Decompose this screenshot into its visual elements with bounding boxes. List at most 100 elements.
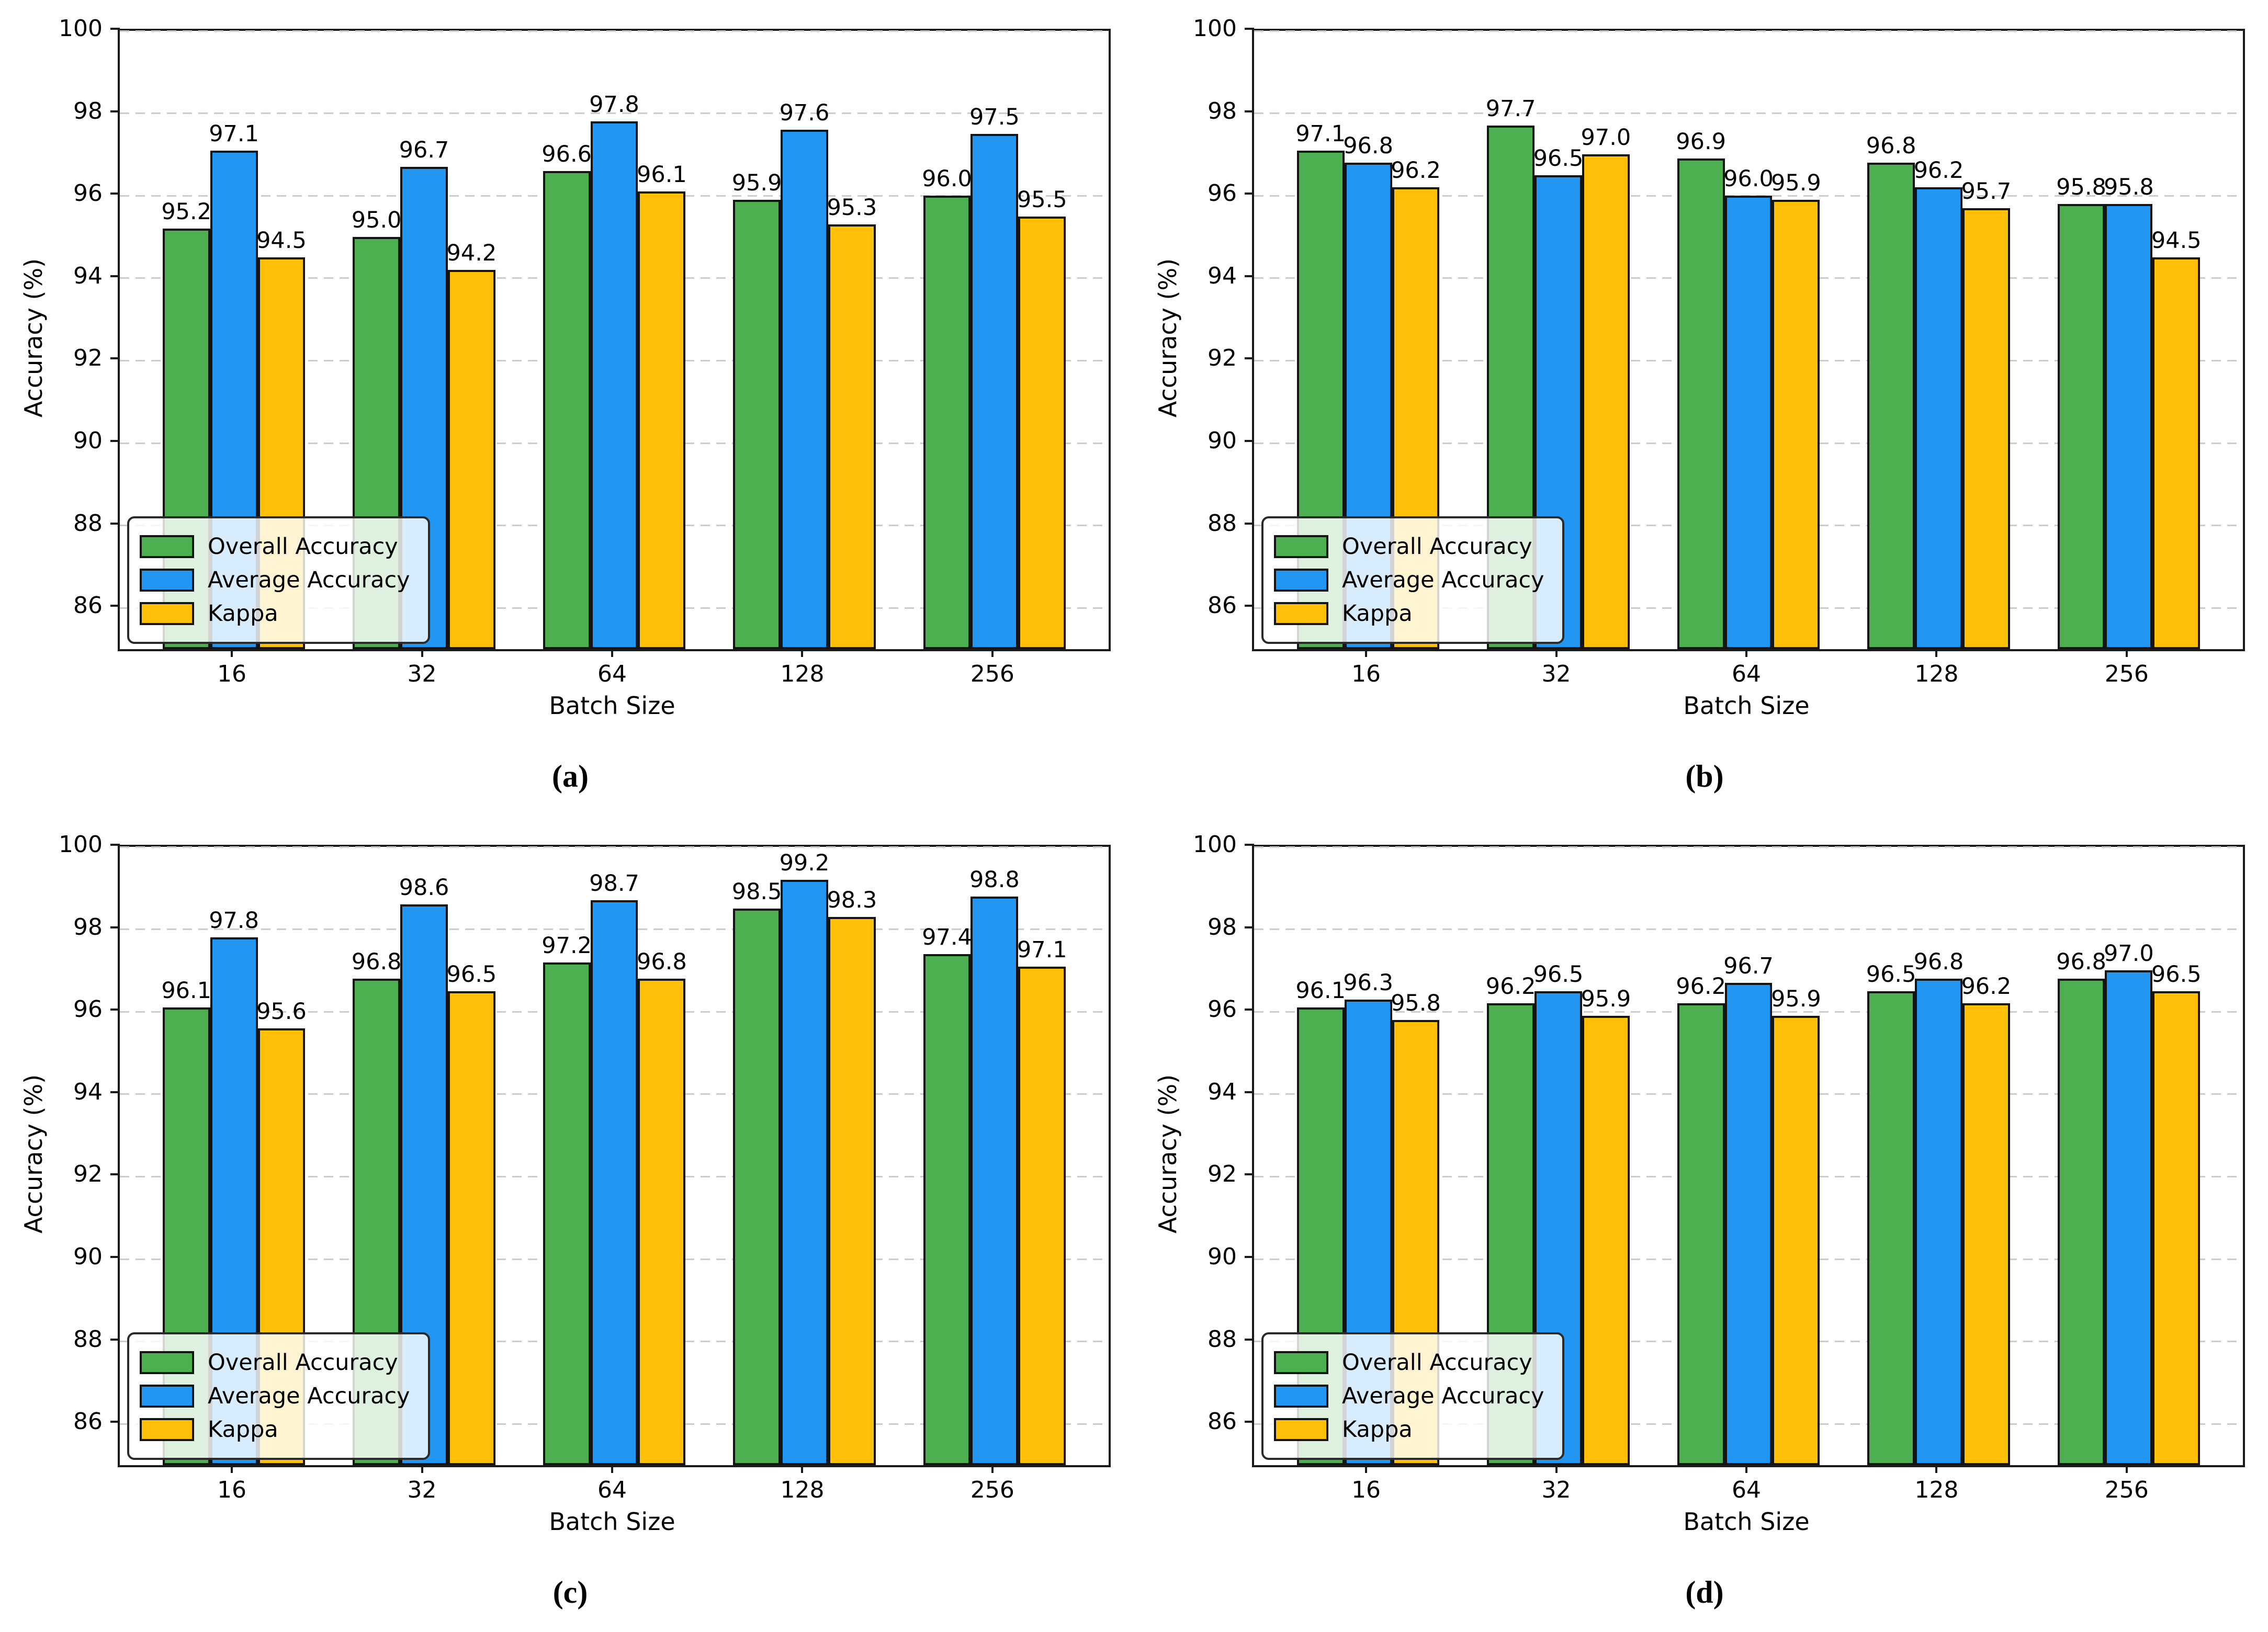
legend-item: Overall Accuracy bbox=[1274, 533, 1544, 560]
y-tick-mark bbox=[110, 1421, 120, 1423]
bar-value-label: 96.3 bbox=[1343, 969, 1393, 996]
bar-value-label: 95.9 bbox=[1770, 986, 1821, 1013]
bar-overall-accuracy bbox=[1677, 158, 1725, 649]
bar-value-label: 95.0 bbox=[351, 207, 402, 233]
y-tick-label: 96 bbox=[1208, 180, 1237, 207]
bar-value-label: 96.9 bbox=[1676, 129, 1726, 155]
x-tick-label: 64 bbox=[597, 661, 627, 687]
bar-value-label: 97.6 bbox=[779, 100, 830, 127]
panel-c-caption: (c) bbox=[552, 1575, 588, 1610]
bar-value-label: 95.3 bbox=[827, 195, 877, 221]
bar-value-label: 97.8 bbox=[209, 908, 259, 934]
y-tick-mark bbox=[110, 844, 120, 846]
bar-value-label: 95.8 bbox=[1391, 990, 1441, 1016]
bar-average-accuracy bbox=[781, 880, 828, 1465]
y-tick-mark bbox=[110, 192, 120, 195]
legend-swatch-average-accuracy bbox=[140, 1385, 194, 1408]
x-tick-label: 256 bbox=[970, 661, 1014, 687]
bar-value-label: 97.2 bbox=[541, 932, 592, 959]
bar-kappa bbox=[828, 224, 876, 649]
x-tick-label: 64 bbox=[1732, 661, 1761, 687]
bar-kappa bbox=[1772, 200, 1820, 649]
x-tick-label: 16 bbox=[217, 1477, 247, 1503]
y-tick-mark bbox=[110, 1338, 120, 1341]
bar-value-label: 95.7 bbox=[1961, 178, 2012, 205]
bar-average-accuracy bbox=[971, 134, 1019, 649]
chart-a: Accuracy (%) 95.2 97.1 94.5 95.0 96.7 94.2 96.6… bbox=[0, 0, 1134, 816]
y-tick-mark bbox=[1245, 275, 1254, 277]
legend-label: Average Accuracy bbox=[1342, 567, 1544, 593]
y-tick-mark bbox=[1245, 844, 1254, 846]
legend-label: Average Accuracy bbox=[208, 1383, 410, 1409]
legend-swatch-overall-accuracy bbox=[140, 535, 194, 558]
y-tick-label: 98 bbox=[1208, 913, 1237, 940]
bar-value-label: 96.8 bbox=[351, 949, 402, 976]
panel-d: Accuracy (%) 96.1 96.3 95.8 96.2 96.5 95.9 96.2… bbox=[1134, 816, 2268, 1632]
x-tick-mark bbox=[421, 1465, 423, 1473]
legend-label: Overall Accuracy bbox=[1342, 534, 1532, 560]
y-tick-mark bbox=[1245, 440, 1254, 442]
y-tick-mark bbox=[110, 605, 120, 607]
bar-value-label: 98.5 bbox=[731, 879, 782, 905]
chart-b: Accuracy (%) 97.1 96.8 96.2 97.7 96.5 97.0 96.9… bbox=[1134, 0, 2268, 816]
y-tick-label: 94 bbox=[73, 262, 103, 289]
gridline bbox=[1254, 846, 2243, 848]
bar-value-label: 95.6 bbox=[256, 998, 307, 1025]
bar-value-label: 94.5 bbox=[2151, 228, 2202, 254]
y-tick-mark bbox=[110, 1091, 120, 1093]
y-tick-mark bbox=[1245, 192, 1254, 195]
gridline bbox=[1254, 112, 2243, 115]
bar-value-label: 97.5 bbox=[969, 104, 1020, 130]
bar-kappa bbox=[2152, 257, 2201, 649]
bar-value-label: 96.7 bbox=[399, 137, 449, 164]
bar-value-label: 96.8 bbox=[1913, 949, 1964, 976]
y-tick-label: 92 bbox=[1208, 1161, 1237, 1188]
x-tick-label: 256 bbox=[970, 1477, 1014, 1503]
legend-swatch-kappa bbox=[1274, 602, 1328, 625]
chart-c: Accuracy (%) 96.1 97.8 95.6 96.8 98.6 96.5 97.2… bbox=[0, 816, 1134, 1632]
plot-area: 95.2 97.1 94.5 95.0 96.7 94.2 96.6 97.8 96.1 95.9… bbox=[118, 29, 1111, 651]
bar-overall-accuracy bbox=[543, 171, 591, 649]
x-tick-mark bbox=[1365, 1465, 1368, 1473]
bar-average-accuracy bbox=[590, 900, 638, 1465]
bar-value-label: 96.8 bbox=[636, 949, 687, 976]
bar-kappa bbox=[447, 991, 495, 1465]
bar-average-accuracy bbox=[2105, 970, 2153, 1465]
bar-kappa bbox=[1962, 1003, 2010, 1465]
panel-c: Accuracy (%) 96.1 97.8 95.6 96.8 98.6 96.5 97.2… bbox=[0, 816, 1134, 1632]
bar-kappa bbox=[1018, 966, 1066, 1465]
bar-value-label: 96.1 bbox=[1295, 978, 1346, 1004]
bar-overall-accuracy bbox=[1867, 163, 1915, 649]
chart-d: Accuracy (%) 96.1 96.3 95.8 96.2 96.5 95.9 96.2… bbox=[1134, 816, 2268, 1632]
bar-kappa bbox=[828, 916, 876, 1465]
bar-value-label: 95.9 bbox=[1581, 986, 1631, 1013]
panel-d-caption: (d) bbox=[1685, 1575, 1724, 1610]
x-axis-label: Batch Size bbox=[549, 692, 675, 720]
bar-value-label: 94.5 bbox=[256, 228, 307, 254]
bar-value-label: 95.9 bbox=[1770, 170, 1821, 197]
x-tick-label: 16 bbox=[1351, 661, 1381, 687]
bar-value-label: 97.1 bbox=[209, 120, 259, 147]
y-tick-mark bbox=[110, 1173, 120, 1176]
y-tick-mark bbox=[1245, 1256, 1254, 1258]
bar-value-label: 96.2 bbox=[1961, 973, 2012, 1000]
gridline bbox=[1254, 928, 2243, 931]
legend-label: Average Accuracy bbox=[208, 567, 410, 593]
y-tick-label: 88 bbox=[73, 509, 103, 537]
y-tick-mark bbox=[1245, 605, 1254, 607]
y-tick-label: 86 bbox=[73, 592, 103, 619]
bar-average-accuracy bbox=[971, 896, 1019, 1465]
legend-label: Overall Accuracy bbox=[208, 1350, 398, 1376]
y-tick-label: 98 bbox=[73, 97, 103, 124]
legend-label: Kappa bbox=[208, 600, 278, 627]
legend-swatch-overall-accuracy bbox=[1274, 1351, 1328, 1374]
y-tick-mark bbox=[110, 28, 120, 30]
y-tick-label: 100 bbox=[1193, 831, 1237, 858]
x-tick-mark bbox=[611, 1465, 613, 1473]
bar-overall-accuracy bbox=[923, 954, 971, 1465]
bar-value-label: 97.7 bbox=[1485, 96, 1536, 122]
x-tick-mark bbox=[991, 649, 994, 657]
x-axis-label: Batch Size bbox=[549, 1508, 675, 1536]
bar-overall-accuracy bbox=[733, 909, 781, 1465]
panel-b-caption: (b) bbox=[1685, 759, 1724, 794]
